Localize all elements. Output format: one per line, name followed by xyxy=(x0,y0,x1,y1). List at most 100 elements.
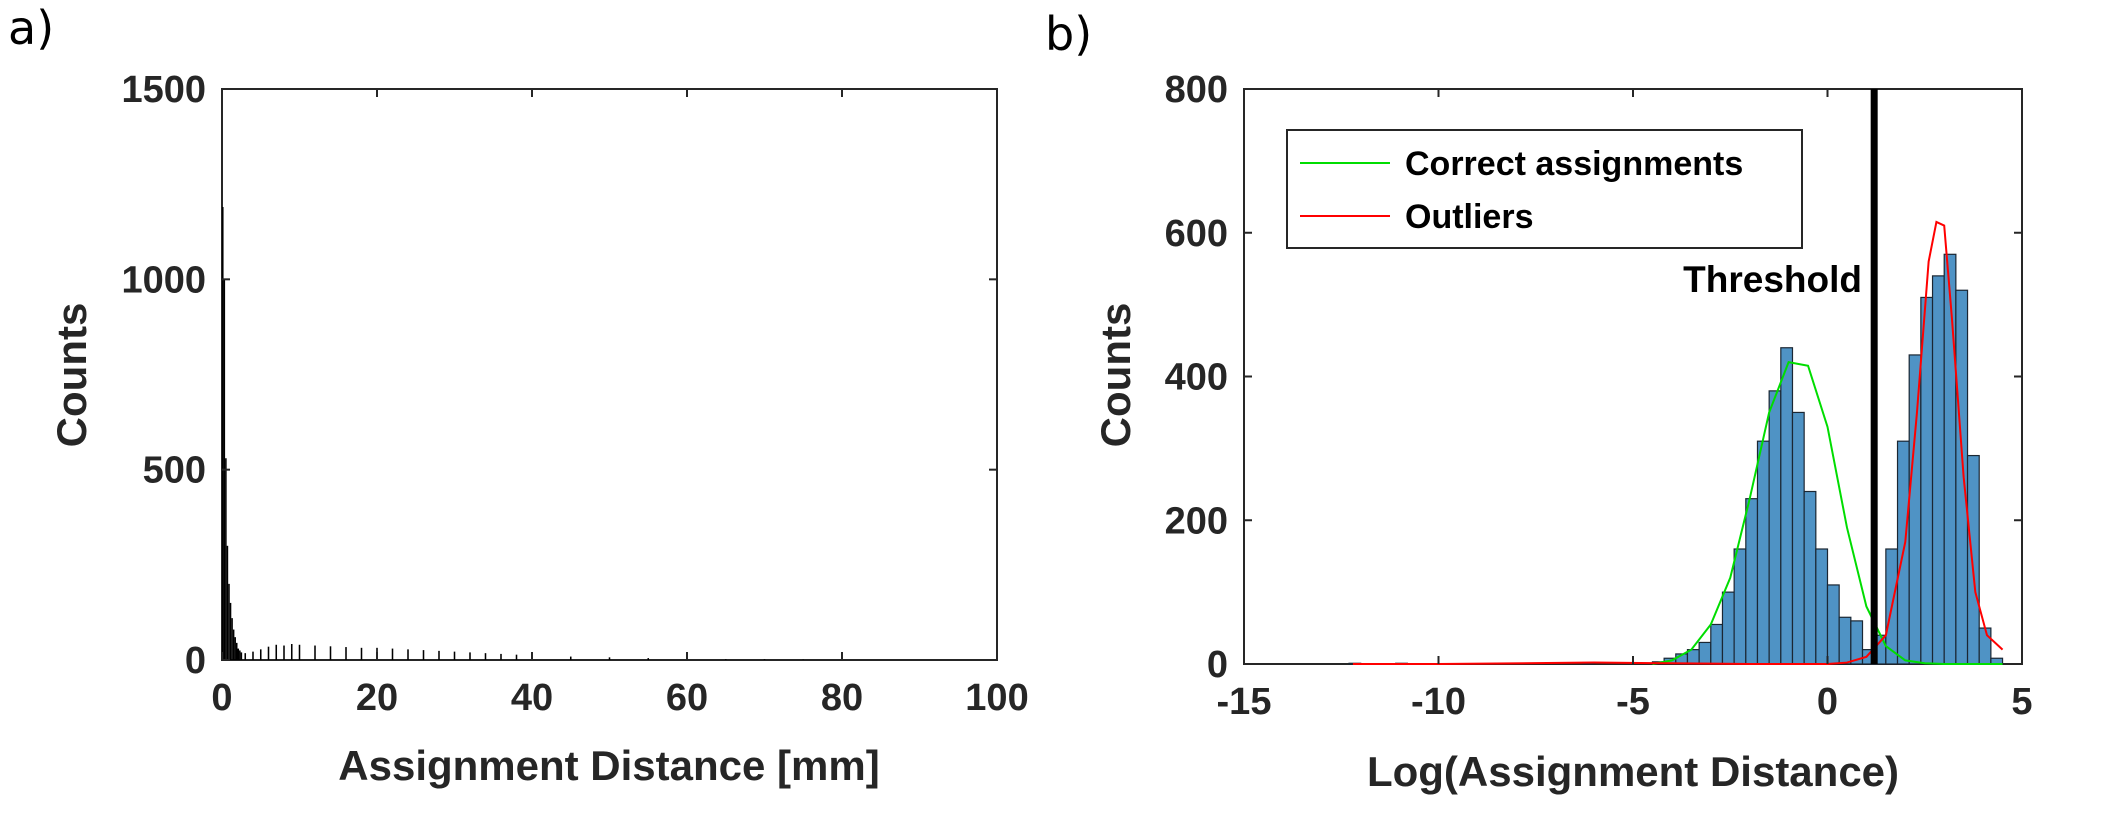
b-y-tick-label: 0 xyxy=(1207,644,1228,686)
a-bar xyxy=(298,644,301,660)
b-bar xyxy=(1815,548,1829,665)
a-bar xyxy=(275,644,278,660)
a-bar xyxy=(234,637,236,660)
threshold-label: Threshold xyxy=(1683,259,1862,300)
b-bar xyxy=(1978,627,1992,665)
series-line-outliers xyxy=(1352,220,2004,665)
b-bar xyxy=(1908,354,1922,665)
a-x-tick-label: 60 xyxy=(666,677,708,719)
a-bar xyxy=(515,654,518,660)
histogram-log-assignment-distance: Threshold -15 -10 -5 0 5 0 200 400 600 800 Log(A… xyxy=(1092,69,2033,795)
a-x-tick-label: 0 xyxy=(211,677,232,719)
b-bar xyxy=(1850,620,1864,665)
a-bar xyxy=(290,644,293,660)
b-bar xyxy=(1955,289,1969,665)
a-bar xyxy=(314,645,316,660)
b-bar xyxy=(1745,498,1759,665)
a-y-tick-label: 1500 xyxy=(121,69,206,111)
b-x-tick-label: -5 xyxy=(1616,681,1650,723)
a-bar xyxy=(724,659,727,660)
a-x-tick-label: 100 xyxy=(965,677,1028,719)
a-bar xyxy=(500,653,502,660)
b-bar xyxy=(1943,253,1957,665)
b-bar xyxy=(1780,347,1794,665)
a-bar xyxy=(231,618,233,660)
a-bar xyxy=(329,646,332,660)
b-bar xyxy=(1721,591,1735,665)
a-bar xyxy=(239,650,241,660)
legend-box xyxy=(1286,129,1803,249)
legend: Correct assignments Outliers xyxy=(1286,129,1803,249)
a-bar xyxy=(226,545,229,660)
x-axis-title-b: Log(Assignment Distance) xyxy=(1367,748,1899,795)
b-x-tick-label: -15 xyxy=(1217,681,1272,723)
panel-b-label: b) xyxy=(1045,7,1092,61)
a-bar xyxy=(569,656,572,660)
a-bar xyxy=(229,602,232,660)
y-ticks-b: 0 200 400 600 800 xyxy=(1165,69,2022,686)
b-y-tick-label: 600 xyxy=(1165,213,1228,255)
plot-area-a xyxy=(221,88,998,661)
b-y-tick-label: 400 xyxy=(1165,357,1228,399)
series-line-correct-assignments xyxy=(1652,360,2003,665)
b-bar xyxy=(1803,490,1817,665)
a-x-tick-label: 40 xyxy=(511,677,553,719)
b-bar xyxy=(1768,390,1782,665)
y-ticks-a: 0 500 1000 1500 xyxy=(121,69,997,682)
a-y-tick-label: 0 xyxy=(185,640,206,682)
a-bar xyxy=(240,652,243,660)
b-x-tick-label: 0 xyxy=(1817,681,1838,723)
b-x-tick-label: 5 xyxy=(2011,681,2032,723)
a-x-tick-label: 20 xyxy=(356,677,398,719)
a-y-tick-label: 500 xyxy=(143,450,206,492)
a-bar xyxy=(228,583,230,660)
a-bar xyxy=(232,629,235,660)
b-y-tick-label: 800 xyxy=(1165,69,1228,111)
a-bar xyxy=(360,647,363,660)
b-y-tick-label: 200 xyxy=(1165,500,1228,542)
a-bar xyxy=(345,647,347,660)
a-bar xyxy=(407,649,409,660)
a-bar xyxy=(608,657,611,660)
panel-a-label: a) xyxy=(8,1,54,55)
x-ticks-b: -15 -10 -5 0 5 xyxy=(1217,89,2033,723)
a-bar xyxy=(763,659,766,660)
a-bar xyxy=(438,650,440,660)
histogram-assignment-distance: 0 20 40 60 80 100 0 500 1000 1500 Assignment Dis… xyxy=(48,69,1029,789)
legend-label-outliers: Outliers xyxy=(1405,198,1533,236)
b-bar xyxy=(1733,548,1747,665)
a-y-tick-label: 1000 xyxy=(121,259,206,301)
b-bar xyxy=(1966,454,1980,665)
y-axis-title-a: Counts xyxy=(48,303,95,448)
legend-label-correct: Correct assignments xyxy=(1405,145,1743,183)
a-bar xyxy=(391,648,394,660)
b-x-tick-label: -10 xyxy=(1411,681,1466,723)
a-bar xyxy=(422,650,425,660)
a-bar xyxy=(647,658,650,660)
a-bar xyxy=(453,651,456,660)
a-bar xyxy=(222,207,224,660)
a-bar xyxy=(283,645,285,660)
fit-curves-b xyxy=(1352,220,2004,665)
b-bar xyxy=(1710,623,1724,665)
b-bar xyxy=(1756,440,1770,665)
y-axis-title-b: Counts xyxy=(1092,303,1139,448)
b-bar xyxy=(1826,584,1840,665)
a-bar xyxy=(252,651,254,660)
x-axis-title-a: Assignment Distance [mm] xyxy=(338,742,879,789)
a-bar xyxy=(244,653,247,660)
a-bar xyxy=(235,642,238,660)
a-bar xyxy=(237,648,240,660)
b-bar xyxy=(1838,616,1852,665)
a-bar xyxy=(469,652,471,660)
x-ticks-a: 0 20 40 60 80 100 xyxy=(211,89,1029,719)
a-x-tick-label: 80 xyxy=(821,677,863,719)
b-bar xyxy=(1791,411,1805,665)
a-bar xyxy=(267,646,270,660)
a-bar xyxy=(259,649,262,660)
a-bar xyxy=(225,458,227,660)
b-bar xyxy=(1698,641,1712,665)
b-bar xyxy=(1931,275,1945,665)
a-bar xyxy=(484,653,487,660)
